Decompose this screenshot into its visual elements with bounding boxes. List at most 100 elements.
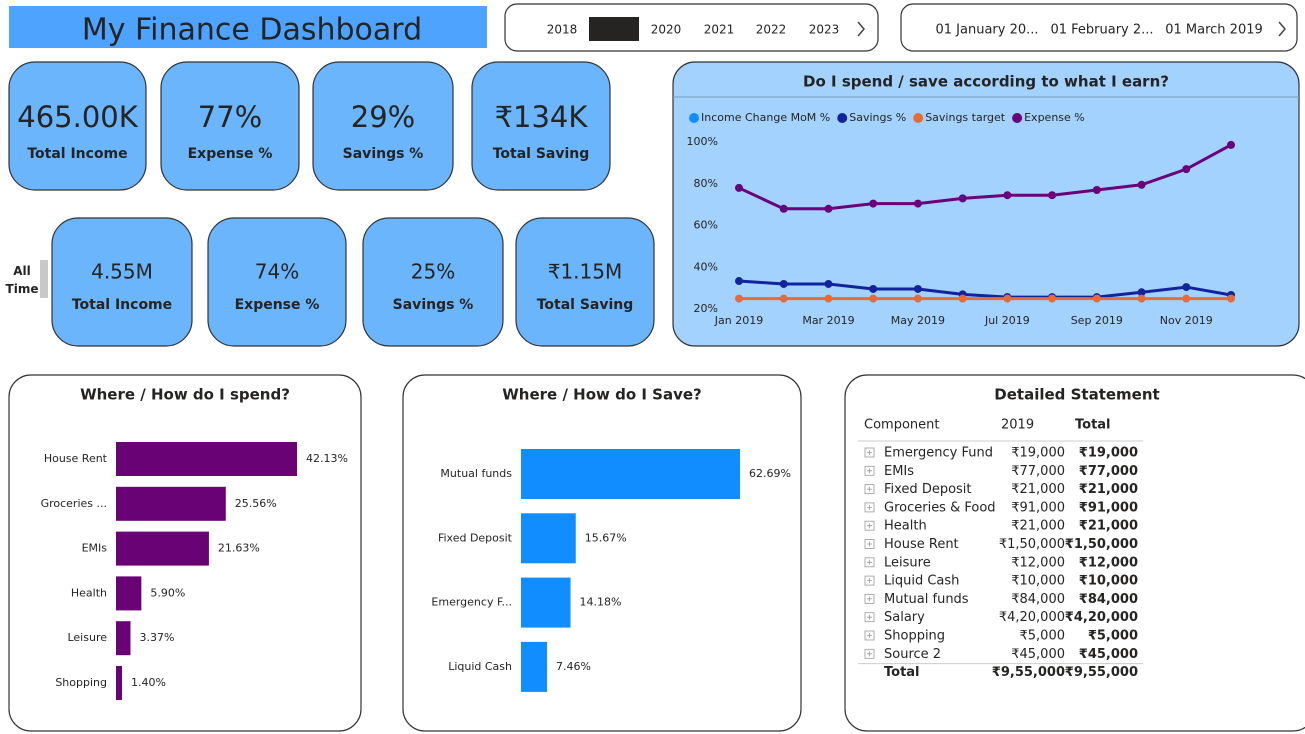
kpi-value: 4.55M — [91, 260, 153, 284]
value-label: 3.37% — [139, 631, 174, 644]
year-option[interactable]: 2019 — [599, 23, 630, 37]
row-year: ₹21,000 — [1011, 519, 1065, 534]
row-year: ₹19,000 — [1011, 446, 1065, 461]
kpi-card — [8, 61, 147, 191]
point — [869, 284, 878, 293]
month-slicer[interactable] — [900, 3, 1298, 52]
year-option[interactable]: 2022 — [756, 23, 787, 37]
row-name: Source 2 — [884, 647, 941, 662]
x-tick-label: Sep 2019 — [1071, 314, 1123, 327]
category-label: Fixed Deposit — [438, 531, 513, 544]
kpi-value: 25% — [411, 260, 455, 284]
expand-icon[interactable] — [864, 520, 875, 531]
header-bar — [9, 6, 487, 48]
point — [1092, 186, 1101, 195]
expand-plus[interactable] — [867, 486, 872, 492]
row-name: Mutual funds — [884, 592, 969, 607]
legend-label: Savings target — [925, 111, 1006, 124]
point — [824, 204, 833, 213]
kpi-value: ₹134K — [495, 100, 589, 134]
year-next[interactable] — [857, 21, 865, 37]
point — [869, 199, 878, 208]
expand-plus[interactable] — [867, 523, 872, 529]
y-tick-label: 80% — [694, 177, 718, 190]
expand-plus[interactable] — [867, 468, 872, 474]
total-year: ₹9,55,000 — [992, 665, 1065, 680]
point — [1048, 191, 1057, 200]
expand-icon[interactable] — [864, 648, 875, 659]
row-year: ₹12,000 — [1011, 555, 1065, 570]
expand-icon[interactable] — [864, 594, 875, 604]
expand-plus[interactable] — [867, 651, 872, 657]
expand-icon[interactable] — [864, 502, 875, 513]
month-option[interactable]: 01 March 2019 — [1165, 23, 1263, 38]
expand-icon[interactable] — [864, 575, 875, 586]
category-label: Groceries ... — [41, 497, 107, 510]
category-label: Leisure — [67, 631, 107, 644]
expand-plus[interactable] — [867, 578, 872, 584]
year-option[interactable]: 2020 — [651, 23, 682, 37]
year-option[interactable]: 2021 — [704, 23, 735, 37]
month-next[interactable] — [1278, 21, 1286, 37]
col-header: 2019 — [1001, 418, 1034, 433]
expand-plus[interactable] — [867, 633, 872, 638]
kpi-label: Expense % — [188, 146, 273, 162]
kpi-value: 77% — [198, 100, 262, 134]
value-label: 42.13% — [306, 452, 348, 465]
expand-icon[interactable] — [864, 630, 875, 641]
value-label: 21.63% — [218, 542, 260, 555]
month-option[interactable]: 01 February 2... — [1050, 23, 1153, 38]
row-total: ₹45,000 — [1079, 647, 1138, 662]
point — [913, 284, 922, 293]
row-total: ₹12,000 — [1079, 555, 1138, 570]
statement-title: Detailed Statement — [994, 386, 1159, 404]
y-tick-label: 100% — [687, 135, 718, 148]
expand-plus[interactable] — [867, 450, 872, 455]
line-panel — [672, 61, 1300, 347]
expand-plus[interactable] — [867, 559, 872, 565]
expand-icon[interactable] — [864, 447, 875, 458]
kpi-label: Total Income — [72, 297, 172, 313]
point — [735, 183, 743, 192]
point — [958, 294, 967, 303]
year-option[interactable]: 2018 — [547, 23, 578, 37]
expand-plus[interactable] — [867, 614, 872, 620]
point — [1048, 294, 1057, 303]
point — [779, 279, 788, 288]
kpi-value: 74% — [255, 260, 299, 284]
expand-icon[interactable] — [864, 557, 875, 568]
point — [779, 204, 788, 213]
category-label: Health — [71, 586, 107, 599]
category-label: Emergency F... — [431, 596, 512, 609]
point — [913, 294, 922, 303]
year-selected[interactable] — [589, 17, 639, 41]
row-year: ₹77,000 — [1011, 464, 1065, 479]
row-total: ₹77,000 — [1079, 464, 1138, 479]
month-option[interactable]: 01 January 20... — [935, 23, 1038, 38]
legend-label: Expense % — [1024, 111, 1085, 124]
row-year: ₹4,20,000 — [999, 610, 1065, 625]
expand-icon[interactable] — [864, 484, 875, 495]
legend-marker — [913, 113, 924, 123]
point — [1137, 180, 1146, 189]
year-option[interactable]: 2023 — [809, 23, 840, 37]
expand-plus[interactable] — [867, 596, 872, 602]
row-name: Leisure — [884, 555, 931, 570]
x-tick-label: Jan 2019 — [714, 314, 763, 327]
row-name: Groceries & Food — [884, 500, 996, 515]
expand-icon[interactable] — [864, 612, 875, 623]
series-line — [738, 143, 1232, 211]
expand-icon[interactable] — [864, 465, 875, 476]
kpi-card — [207, 217, 347, 347]
expand-plus[interactable] — [867, 541, 872, 547]
point — [958, 194, 967, 203]
expand-icon[interactable] — [864, 539, 875, 549]
statement-panel — [844, 374, 1305, 732]
row-name: Shopping — [884, 629, 945, 644]
value-label: 14.18% — [580, 596, 622, 609]
point — [735, 294, 743, 303]
point — [869, 294, 878, 303]
expand-plus[interactable] — [867, 504, 872, 510]
point — [1003, 191, 1012, 200]
